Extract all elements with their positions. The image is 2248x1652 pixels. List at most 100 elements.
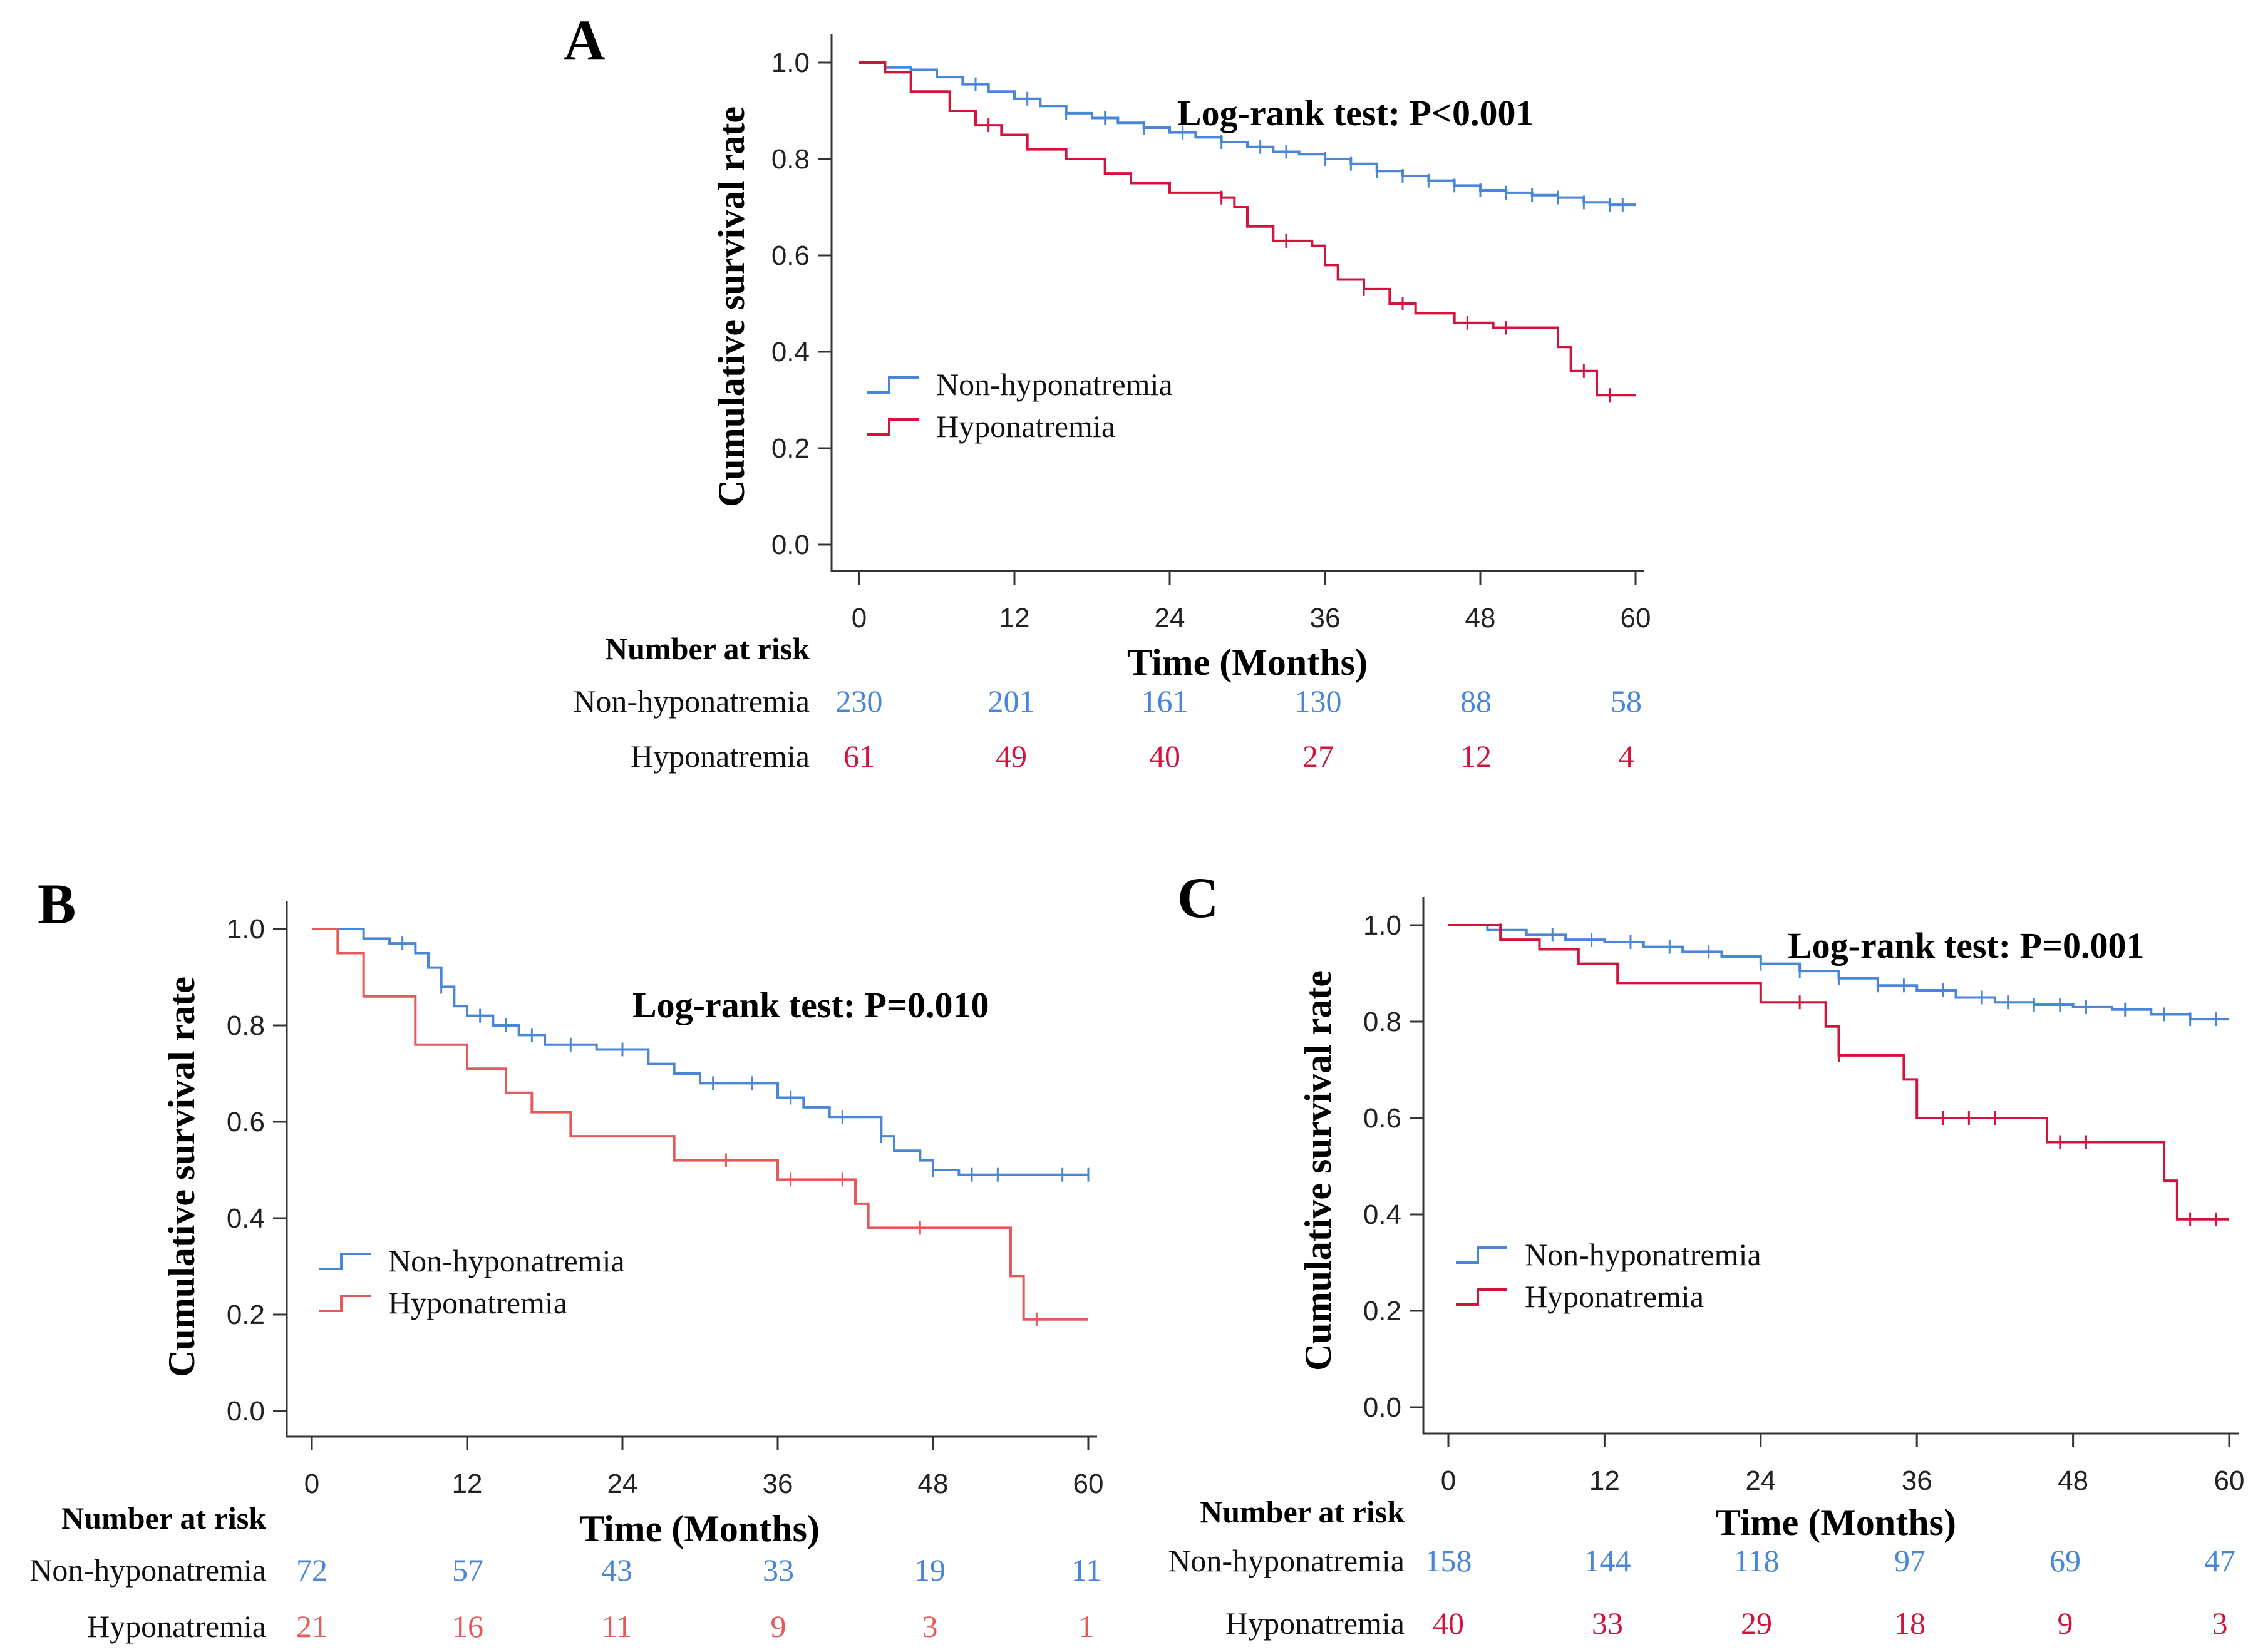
x-tick-label: 60 xyxy=(2214,1465,2245,1496)
risk-count: 118 xyxy=(1733,1543,1779,1578)
risk-count: 9 xyxy=(771,1609,786,1644)
x-tick-label: 48 xyxy=(2058,1465,2088,1496)
risk-count: 230 xyxy=(836,684,883,719)
y-tick-label: 0.4 xyxy=(1363,1199,1401,1230)
risk-count: 3 xyxy=(922,1609,938,1644)
x-tick-label: 36 xyxy=(1310,603,1341,634)
x-tick-label: 0 xyxy=(852,603,867,634)
y-tick-label: 0.0 xyxy=(227,1396,265,1427)
y-axis-label: Cumulative survival rate xyxy=(711,106,752,507)
panel-letter: C xyxy=(1177,866,1219,930)
y-tick-label: 0.6 xyxy=(1363,1103,1401,1134)
y-tick-label: 0.2 xyxy=(771,433,810,464)
y-tick-label: 0.8 xyxy=(1363,1007,1401,1037)
x-tick-label: 36 xyxy=(763,1469,793,1499)
y-tick-label: 0.6 xyxy=(227,1107,265,1137)
risk-count: 27 xyxy=(1302,739,1334,774)
y-tick-label: 0.2 xyxy=(1363,1296,1401,1326)
x-tick-label: 12 xyxy=(999,603,1030,634)
legend-label: Hyponatremia xyxy=(936,409,1115,444)
y-tick-label: 0.4 xyxy=(227,1203,265,1234)
y-tick-label: 0.8 xyxy=(771,144,810,175)
risk-row-label: Non-hyponatremia xyxy=(573,684,810,719)
survival-curve-hyponatremia xyxy=(1448,924,2229,1221)
risk-count: 57 xyxy=(452,1552,483,1588)
legend-swatch xyxy=(1456,1288,1507,1306)
x-tick-label: 24 xyxy=(607,1469,638,1499)
legend-label: Non-hyponatremia xyxy=(388,1243,625,1278)
survival-curve-hyponatremia xyxy=(312,928,1088,1321)
legend-label: Non-hyponatremia xyxy=(1525,1237,1761,1272)
legend-label: Non-hyponatremia xyxy=(936,367,1173,402)
axes xyxy=(286,901,1097,1438)
risk-count: 47 xyxy=(2204,1543,2235,1578)
risk-count: 21 xyxy=(296,1609,327,1644)
logrank-annotation: Log-rank test: P<0.001 xyxy=(1177,93,1534,133)
risk-count: 40 xyxy=(1433,1606,1464,1641)
y-tick-label: 1.0 xyxy=(227,914,265,945)
legend-swatch xyxy=(319,1253,371,1270)
panel-c: C 0.0 0.2 0.4 0.6 0.8 1.0 0 12 24 36 48 60 Time (Mont… xyxy=(1168,866,2244,1641)
x-tick-label: 60 xyxy=(1621,603,1651,634)
y-tick-label: 0.0 xyxy=(1363,1392,1401,1423)
x-tick-label: 36 xyxy=(1902,1465,1932,1496)
y-tick-label: 0.8 xyxy=(227,1010,265,1041)
risk-count: 69 xyxy=(2049,1543,2081,1578)
risk-count: 201 xyxy=(988,684,1035,719)
y-axis-label: Cumulative survival rate xyxy=(161,977,202,1377)
x-axis-label: Time (Months) xyxy=(1127,642,1368,683)
y-tick-label: 1.0 xyxy=(1363,910,1401,941)
legend-label: Hyponatremia xyxy=(388,1285,567,1320)
risk-count: 18 xyxy=(1894,1606,1926,1641)
legend-swatch xyxy=(1456,1246,1507,1264)
legend-swatch xyxy=(867,418,919,436)
risk-count: 1 xyxy=(1079,1609,1095,1644)
risk-count: 61 xyxy=(843,739,875,774)
risk-count: 12 xyxy=(1460,739,1492,774)
axes xyxy=(1422,897,2239,1435)
risk-count: 33 xyxy=(1592,1606,1623,1641)
risk-count: 58 xyxy=(1611,684,1642,719)
panel-letter: A xyxy=(564,8,605,72)
risk-count: 97 xyxy=(1894,1543,1926,1578)
logrank-annotation: Log-rank test: P=0.001 xyxy=(1788,925,2145,966)
x-tick-label: 12 xyxy=(1589,1465,1620,1496)
risk-count: 11 xyxy=(602,1609,632,1644)
x-tick-label: 0 xyxy=(1441,1465,1456,1496)
risk-row-label: Non-hyponatremia xyxy=(29,1552,266,1588)
y-tick-label: 0.2 xyxy=(227,1300,265,1330)
x-axis-label: Time (Months) xyxy=(1716,1502,1956,1543)
x-tick-label: 0 xyxy=(304,1469,319,1499)
x-tick-label: 24 xyxy=(1155,603,1185,634)
x-tick-label: 48 xyxy=(918,1469,949,1499)
risk-table-title: Number at risk xyxy=(61,1501,266,1536)
x-tick-label: 12 xyxy=(452,1469,483,1499)
risk-count: 33 xyxy=(763,1552,794,1588)
y-tick-label: 0.6 xyxy=(771,240,810,271)
panel-letter: B xyxy=(38,872,76,936)
risk-count: 130 xyxy=(1295,684,1342,719)
risk-count: 29 xyxy=(1741,1606,1772,1641)
risk-count: 88 xyxy=(1460,684,1492,719)
x-tick-label: 24 xyxy=(1745,1465,1776,1496)
risk-row-label: Hyponatremia xyxy=(631,739,810,774)
y-axis-label: Cumulative survival rate xyxy=(1297,970,1339,1371)
risk-count: 40 xyxy=(1149,739,1180,774)
risk-row-label: Hyponatremia xyxy=(87,1609,266,1644)
risk-table-title: Number at risk xyxy=(605,631,810,666)
risk-count: 158 xyxy=(1425,1543,1472,1578)
y-tick-label: 0.4 xyxy=(771,337,810,367)
risk-count: 72 xyxy=(296,1552,327,1588)
x-axis-label: Time (Months) xyxy=(579,1508,820,1549)
survival-curve-non-hyponatremia xyxy=(312,928,1088,1176)
y-tick-label: 1.0 xyxy=(771,48,810,78)
y-tick-label: 0.0 xyxy=(771,530,810,560)
risk-count: 144 xyxy=(1584,1543,1631,1578)
legend-label: Hyponatremia xyxy=(1525,1279,1704,1314)
risk-count: 3 xyxy=(2212,1606,2228,1641)
risk-count: 161 xyxy=(1142,684,1188,719)
axes xyxy=(830,34,1644,572)
survival-curve-hyponatremia xyxy=(859,61,1636,397)
risk-table-title: Number at risk xyxy=(1200,1494,1405,1529)
